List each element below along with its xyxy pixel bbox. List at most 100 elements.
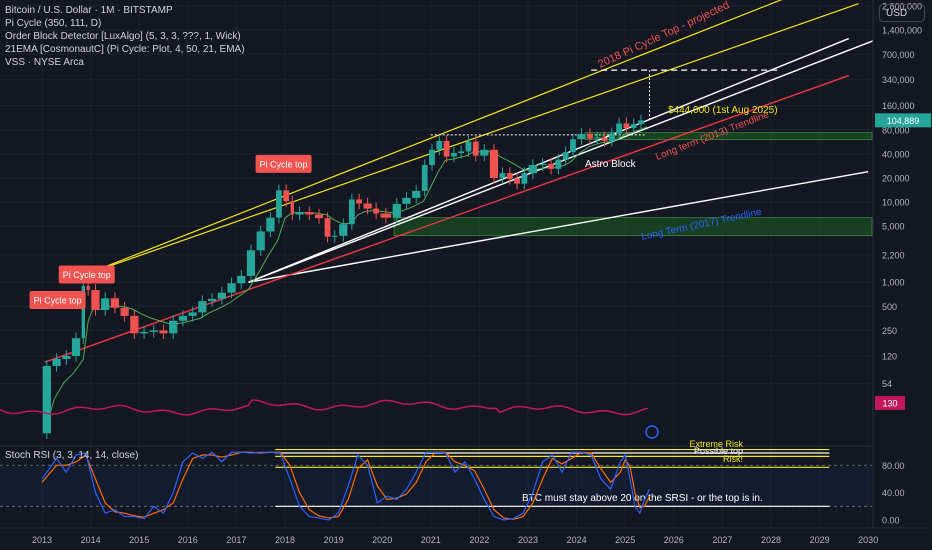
pi-cycle-label-box bbox=[58, 265, 115, 284]
price-tick-label: 80,000 bbox=[882, 125, 910, 135]
price-tag-box bbox=[875, 113, 931, 128]
candle-body bbox=[594, 137, 601, 139]
candle-body bbox=[324, 218, 331, 237]
stoch-rsi-title[interactable]: Stoch RSI (3, 3, 14, 14, close) bbox=[5, 450, 139, 461]
price-tick-label: 250 bbox=[882, 326, 897, 336]
price-tick-label: 10,000 bbox=[882, 198, 910, 208]
candle-body bbox=[295, 212, 304, 215]
candle-body bbox=[178, 315, 188, 321]
price-axis-bg bbox=[873, 0, 932, 550]
price-tick-label: 700,000 bbox=[882, 50, 915, 60]
candle-body bbox=[305, 212, 314, 215]
indicator-order-block[interactable]: Order Block Detector [LuxAlgo] (5, 3, 3,… bbox=[5, 31, 241, 42]
candle-body bbox=[514, 178, 520, 184]
candle-body bbox=[101, 298, 110, 310]
candle-body bbox=[443, 140, 450, 157]
price-tick-label: 40,000 bbox=[882, 149, 910, 159]
candle-body bbox=[86, 285, 90, 290]
candle-body bbox=[130, 315, 139, 334]
pi-cycle-projection-line bbox=[85, 0, 783, 275]
time-tick-label: 2018 bbox=[275, 535, 295, 545]
rsi-tick-label: 40.00 bbox=[882, 488, 905, 498]
price-tick-label: 20,000 bbox=[882, 173, 910, 183]
indicator-21ema[interactable]: 21EMA [CosmonautC] (Pi Cycle: Plot, 4, 5… bbox=[5, 44, 245, 55]
candle-body bbox=[373, 208, 380, 214]
candle-body bbox=[380, 213, 392, 218]
candle-body bbox=[630, 124, 637, 129]
pi-cycle-projection-line-2 bbox=[85, 3, 859, 276]
time-tick-label: 2020 bbox=[372, 535, 392, 545]
currency-button[interactable]: USD bbox=[879, 4, 925, 22]
candle-body bbox=[266, 217, 275, 232]
candle-body bbox=[198, 301, 207, 313]
order-block-zone-lower bbox=[393, 217, 873, 237]
candle-body bbox=[91, 289, 100, 310]
time-tick-label: 2026 bbox=[664, 535, 684, 545]
time-tick-label: 2015 bbox=[129, 535, 149, 545]
time-tick-label: 2028 bbox=[761, 535, 781, 545]
vss-line bbox=[0, 399, 649, 416]
price-tick-label: 500 bbox=[882, 302, 897, 312]
candle-body bbox=[159, 330, 168, 334]
price-tag-text: 104,889 bbox=[887, 116, 920, 126]
candle-body bbox=[62, 355, 71, 359]
candle-body bbox=[429, 149, 435, 166]
time-tick-label: 2017 bbox=[226, 535, 246, 545]
rsi-label-risk: Risk! bbox=[723, 454, 743, 464]
pi-cycle-label-box bbox=[255, 154, 312, 173]
candle-body bbox=[458, 151, 465, 154]
price-tick-label: 160,000 bbox=[882, 101, 915, 111]
candle-body bbox=[348, 199, 355, 225]
candle-body bbox=[538, 163, 547, 166]
indicator-vss[interactable]: VSS · NYSE Arca bbox=[5, 57, 84, 68]
candle-body bbox=[450, 153, 457, 157]
time-tick-label: 2022 bbox=[469, 535, 489, 545]
stoch-rsi-d-line bbox=[41, 451, 651, 520]
rsi-tick-label: 80.00 bbox=[882, 461, 905, 471]
candle-body bbox=[217, 292, 226, 299]
candle-body bbox=[506, 173, 513, 179]
price-tick-label: 5,000 bbox=[882, 222, 905, 232]
candle-body bbox=[480, 149, 489, 156]
pi-cycle-label-text: Pi Cycle top bbox=[260, 159, 308, 169]
time-tick-label: 2014 bbox=[81, 535, 101, 545]
candle-body bbox=[42, 365, 51, 434]
rsi-label-possible-top: Possible top bbox=[694, 446, 743, 456]
candle-body bbox=[120, 307, 129, 316]
time-tick-label: 2027 bbox=[712, 535, 732, 545]
candle-body bbox=[110, 298, 120, 308]
channel-upper-line bbox=[248, 37, 850, 283]
candle-body bbox=[548, 163, 554, 169]
candle-body bbox=[472, 141, 479, 156]
annotation-pi-projected: 2018 Pi Cycle Top - projected bbox=[596, 0, 731, 71]
candle-body bbox=[392, 203, 401, 218]
candle-body bbox=[421, 165, 428, 191]
candle-body bbox=[623, 123, 630, 129]
candle-body bbox=[81, 285, 85, 339]
channel-lower-line bbox=[248, 170, 869, 283]
vss-tag-box bbox=[875, 396, 905, 410]
candle-body bbox=[402, 197, 411, 204]
price-tick-label: 54 bbox=[882, 379, 892, 389]
annotation-astro-block: Astro Block bbox=[585, 159, 637, 170]
rsi-label-extreme-risk: Extreme Risk bbox=[689, 439, 743, 449]
candle-body bbox=[562, 152, 569, 160]
candle-body bbox=[555, 159, 562, 169]
candle-body bbox=[207, 298, 217, 302]
candle-body bbox=[601, 137, 608, 141]
price-tick-label: 2,200 bbox=[882, 250, 905, 260]
candle-body bbox=[256, 231, 265, 251]
rsi-tick-label: 0.00 bbox=[882, 516, 900, 526]
time-tick-label: 2016 bbox=[178, 535, 198, 545]
candle-body bbox=[363, 203, 372, 209]
chart-legend: Bitcoin / U.S. Dollar · 1M · BITSTAMP Pi… bbox=[5, 4, 245, 69]
stoch-rsi-k-line bbox=[41, 451, 651, 521]
time-tick-label: 2024 bbox=[567, 535, 587, 545]
symbol-title[interactable]: Bitcoin / U.S. Dollar · 1M · BITSTAMP bbox=[5, 5, 173, 16]
candle-body bbox=[237, 275, 246, 284]
price-tick-label: 2,800,000 bbox=[882, 2, 922, 12]
indicator-pi-cycle[interactable]: Pi Cycle (350, 111, D) bbox=[5, 18, 102, 29]
price-tick-label: 1,000 bbox=[882, 278, 905, 288]
pi-cycle-label-box bbox=[29, 290, 86, 309]
